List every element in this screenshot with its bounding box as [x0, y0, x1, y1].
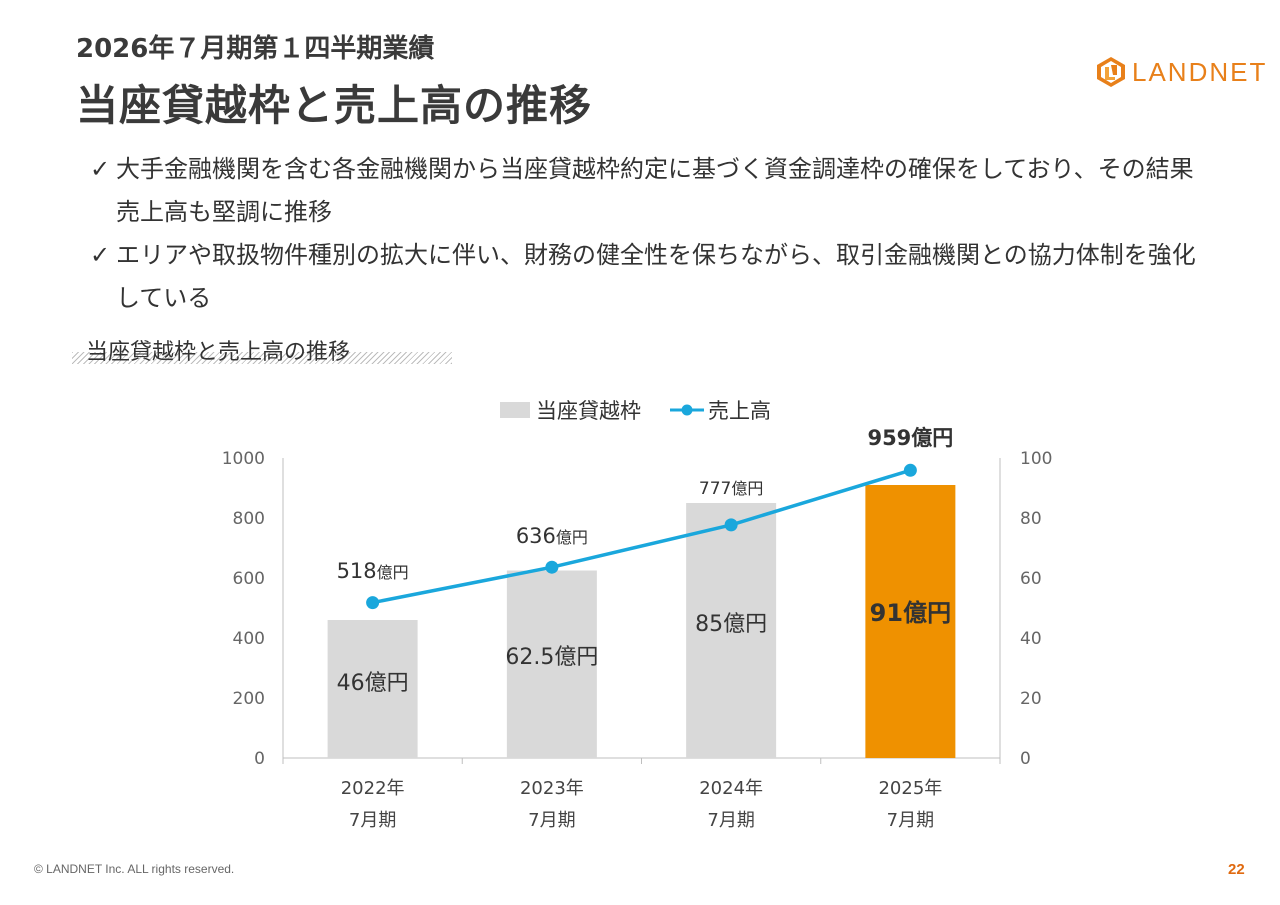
overdraft-bar	[865, 485, 956, 758]
bullet-item: ✓ 大手金融機関を含む各金融機関から当座貸越枠約定に基づく資金調達枠の確保をして…	[90, 148, 1210, 234]
sales-point	[545, 560, 559, 574]
overdraft-bar	[327, 620, 418, 758]
copyright: © LANDNET Inc. ALL rights reserved.	[34, 862, 235, 876]
right-axis-tick-label: 60	[1020, 569, 1042, 589]
right-axis-tick-label: 100	[1020, 449, 1052, 469]
bar-data-label: 91億円	[870, 599, 951, 627]
page-title: 当座貸越枠と売上高の推移	[76, 81, 593, 130]
left-axis-tick-label: 200	[233, 689, 265, 709]
left-axis-tick-label: 400	[233, 629, 265, 649]
sales-point	[366, 596, 380, 610]
bullet-item: ✓ エリアや取扱物件種別の拡大に伴い、財務の健全性を保ちながら、取引金融機関との…	[90, 234, 1210, 320]
right-axis-tick-label: 20	[1020, 689, 1042, 709]
company-logo: LANDNET	[1096, 56, 1267, 88]
page-number: 22	[1228, 861, 1245, 878]
overdraft-bar	[686, 503, 777, 758]
sales-point	[724, 518, 738, 532]
landnet-ln-logo-icon	[1097, 57, 1125, 87]
bullet-text: 大手金融機関を含む各金融機関から当座貸越枠約定に基づく資金調達枠の確保をしており…	[116, 155, 1194, 226]
logo-text: LANDNET	[1132, 56, 1268, 87]
bullet-text: エリアや取扱物件種別の拡大に伴い、財務の健全性を保ちながら、取引金融機関との協力…	[116, 241, 1196, 312]
bullet-list: ✓ 大手金融機関を含む各金融機関から当座貸越枠約定に基づく資金調達枠の確保をして…	[90, 148, 1210, 320]
check-icon: ✓	[90, 241, 111, 269]
legend-bar-label: 当座貸越枠	[536, 399, 641, 423]
right-axis-tick-label: 80	[1020, 509, 1042, 529]
section-label-underline	[72, 352, 452, 364]
chart-section-label-text: 当座貸越枠と売上高の推移	[86, 340, 351, 365]
line-data-label: 636億円	[516, 524, 588, 548]
x-category-label: 2025年	[878, 778, 942, 799]
overdraft-bar	[506, 570, 597, 758]
bar-data-label: 46億円	[337, 671, 409, 696]
sales-point	[903, 463, 917, 477]
line-data-label: 518億円	[337, 559, 409, 583]
revenue-overdraft-chart: 当座貸越枠 売上高 0 200 400 600 800 1000 0 20 40 60 80 100 202…	[222, 399, 1053, 831]
right-axis-tick-label: 40	[1020, 629, 1042, 649]
chart-section-label: 当座貸越枠と売上高の推移	[72, 334, 452, 365]
line-data-label: 777億円	[699, 479, 763, 499]
x-category-label: 7月期	[707, 810, 754, 831]
line-data-label: 959億円	[867, 426, 953, 450]
left-axis-tick-label: 1000	[222, 449, 265, 469]
check-icon: ✓	[90, 155, 111, 183]
legend-bar-swatch	[500, 402, 530, 418]
right-axis-tick-label: 0	[1020, 749, 1031, 769]
left-axis-tick-label: 600	[233, 569, 265, 589]
bar-data-label: 85億円	[695, 612, 767, 637]
left-axis-tick-label: 0	[254, 749, 265, 769]
sales-line	[372, 468, 911, 605]
x-category-label: 2024年	[699, 778, 763, 799]
x-category-label: 2022年	[341, 778, 405, 799]
bar-data-label: 62.5億円	[505, 645, 598, 670]
report-subtitle: 2026年７月期第１四半期業績	[76, 34, 435, 64]
legend-line-marker	[681, 404, 693, 416]
x-category-label: 7月期	[887, 810, 934, 831]
legend-line-label: 売上高	[708, 399, 771, 423]
x-category-label: 7月期	[349, 810, 396, 831]
x-category-label: 7月期	[528, 810, 575, 831]
x-category-label: 2023年	[520, 778, 584, 799]
left-axis-tick-label: 800	[233, 509, 265, 529]
